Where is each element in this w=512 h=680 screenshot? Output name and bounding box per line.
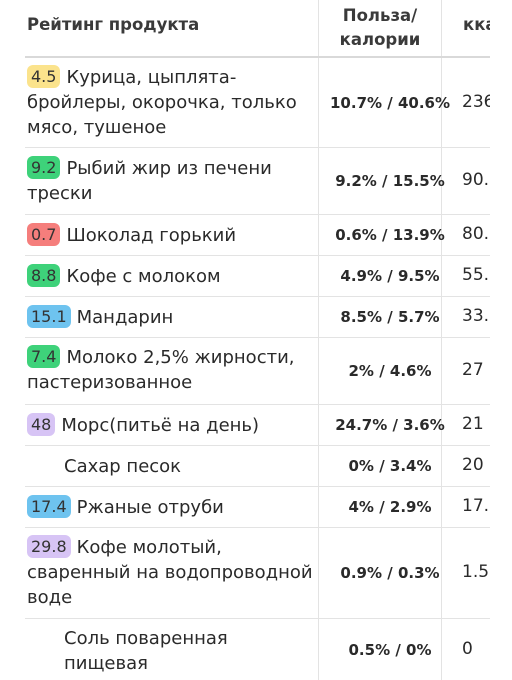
product-name-cell: 17.4 Ржаные отруби — [27, 495, 317, 520]
product-name[interactable]: Ржаные отруби — [76, 497, 224, 518]
rating-badge: 0.7 — [27, 223, 61, 246]
table-row[interactable]: 17.4 Ржаные отруби 4% / 2.9% 17. — [25, 487, 490, 528]
table-header: Рейтинг продукта Польза/ калории кка — [0, 0, 490, 56]
table-row[interactable]: 7.4 Молоко 2,5% жирности, пастеризованное… — [25, 338, 490, 405]
table-row[interactable]: Соль поваренная пищевая 0.5% / 0% 0 — [25, 619, 490, 680]
column-divider — [318, 0, 319, 680]
header-rating[interactable]: Рейтинг продукта — [27, 15, 200, 34]
table-row[interactable]: 29.8 Кофе молотый, сваренный на водопрово… — [25, 528, 490, 619]
product-name-cell: 7.4 Молоко 2,5% жирности, пастеризованное — [27, 345, 317, 395]
kcal-value: 17. — [462, 496, 490, 516]
rating-badge: 7.4 — [27, 345, 61, 368]
kcal-value: 33. — [462, 306, 490, 326]
table-row[interactable]: Сахар песок 0% / 3.4% 20 — [25, 446, 490, 487]
rating-badge: 29.8 — [27, 535, 71, 558]
kcal-value: 27 — [462, 360, 484, 380]
header-divider — [25, 56, 490, 58]
product-name-cell: 8.8 Кофе с молоком — [27, 264, 317, 289]
product-name[interactable]: Сахар песок — [64, 456, 182, 477]
table-row[interactable]: 8.8 Кофе с молоком 4.9% / 9.5% 55. — [25, 256, 490, 297]
header-ratio-line2: калории — [339, 30, 421, 49]
rating-badge: 15.1 — [27, 305, 71, 328]
product-name[interactable]: Курица, цыплята-бройлеры, окорочка, толь… — [27, 67, 297, 138]
product-name-cell: 4.5 Курица, цыплята-бройлеры, окорочка, т… — [27, 65, 317, 140]
product-name-cell: 9.2 Рыбий жир из печени трески — [27, 156, 317, 206]
product-name-cell: Сахар песок — [64, 454, 354, 479]
table-row[interactable]: 9.2 Рыбий жир из печени трески 9.2% / 15.… — [25, 148, 490, 215]
product-name-cell: 15.1 Мандарин — [27, 305, 317, 330]
ratio-value: 0.5% / 0% — [348, 641, 432, 659]
kcal-value: 21 — [462, 414, 484, 434]
header-kcal[interactable]: кка — [463, 15, 490, 34]
ratio-value: 8.5% / 5.7% — [340, 308, 440, 326]
ratio-value: 0% / 3.4% — [348, 457, 432, 475]
ratio-value: 24.7% / 3.6% — [335, 416, 445, 434]
product-name-cell: Соль поваренная пищевая — [64, 626, 294, 676]
rating-badge: 48 — [27, 413, 56, 436]
column-divider — [441, 0, 442, 680]
product-name[interactable]: Молоко 2,5% жирности, пастеризованное — [27, 347, 295, 393]
product-name-cell: 29.8 Кофе молотый, сваренный на водопрово… — [27, 535, 317, 610]
header-ratio-line1: Польза/ — [342, 6, 418, 25]
rating-badge: 4.5 — [27, 65, 61, 88]
rating-badge: 8.8 — [27, 264, 61, 287]
table-row[interactable]: 48 Морс(питьё на день) 24.7% / 3.6% 21 — [25, 405, 490, 446]
ratio-value: 2% / 4.6% — [348, 362, 432, 380]
ratio-value: 9.2% / 15.5% — [335, 172, 445, 190]
product-name[interactable]: Кофе с молоком — [66, 266, 221, 287]
rating-badge: 17.4 — [27, 495, 71, 518]
product-name-cell: 48 Морс(питьё на день) — [27, 413, 317, 438]
product-name[interactable]: Соль поваренная пищевая — [64, 628, 228, 674]
table-row[interactable]: 0.7 Шоколад горький 0.6% / 13.9% 80. — [25, 215, 490, 256]
ratio-value: 4% / 2.9% — [348, 498, 432, 516]
rating-badge: 9.2 — [27, 156, 61, 179]
kcal-value: 55. — [462, 265, 490, 285]
kcal-value: 236 — [462, 92, 490, 112]
nutrition-table: Рейтинг продукта Польза/ калории кка 4.5… — [0, 0, 490, 680]
table-row[interactable]: 15.1 Мандарин 8.5% / 5.7% 33. — [25, 297, 490, 338]
ratio-value: 4.9% / 9.5% — [340, 267, 440, 285]
ratio-value: 0.6% / 13.9% — [335, 226, 445, 244]
kcal-value: 1.5 — [462, 562, 490, 582]
ratio-value: 0.9% / 0.3% — [340, 564, 440, 582]
product-name[interactable]: Рыбий жир из печени трески — [27, 158, 272, 204]
ratio-value: 10.7% / 40.6% — [330, 94, 450, 112]
product-name-cell: 0.7 Шоколад горький — [27, 223, 317, 248]
kcal-value: 20 — [462, 455, 484, 475]
kcal-value: 0 — [462, 639, 473, 659]
kcal-value: 80. — [462, 224, 490, 244]
product-name[interactable]: Морс(питьё на день) — [61, 415, 260, 436]
product-name[interactable]: Мандарин — [76, 307, 174, 328]
header-ratio[interactable]: Польза/ калории — [320, 4, 440, 52]
table-row[interactable]: 4.5 Курица, цыплята-бройлеры, окорочка, т… — [25, 58, 490, 148]
product-name[interactable]: Кофе молотый, сваренный на водопроводной… — [27, 537, 313, 608]
kcal-value: 90. — [462, 170, 490, 190]
product-name[interactable]: Шоколад горький — [66, 225, 237, 246]
